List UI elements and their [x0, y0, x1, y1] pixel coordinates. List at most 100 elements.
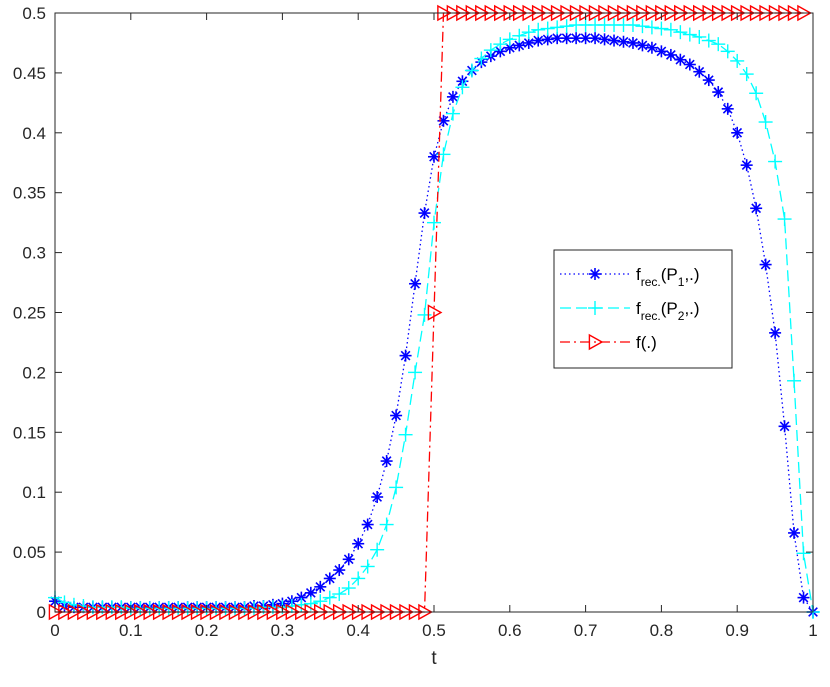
data-point [730, 53, 745, 68]
x-tick-label: 0.8 [650, 621, 674, 640]
data-point [674, 53, 687, 66]
data-point [455, 80, 470, 95]
x-tick-label: 0.6 [498, 621, 522, 640]
ticks-layer: 0 0.1 0.2 0.3 0.4 0.5 0.6 0.7 0.8 0.9 1 0 0.05 0.1 0.1… [13, 4, 818, 640]
data-point [333, 564, 346, 577]
data-point [380, 455, 393, 468]
data-point [588, 301, 602, 315]
legend-entry: f(.) [560, 333, 657, 352]
data-point [550, 20, 565, 35]
data-point [579, 32, 592, 45]
data-point [351, 571, 366, 586]
data-point [663, 22, 678, 37]
data-point [664, 48, 677, 61]
x-tick-label: 0.7 [574, 621, 598, 640]
x-tick-label: 0.4 [346, 621, 370, 640]
data-point [531, 22, 546, 37]
legend-label-sub2: 2 [678, 309, 685, 323]
legend-box [553, 249, 733, 369]
data-point [589, 268, 601, 280]
data-point [398, 427, 413, 442]
y-tick-label: 0.15 [13, 423, 46, 442]
data-point [617, 35, 630, 48]
x-tick-label: 0.9 [725, 621, 749, 640]
legend-label-main: f [636, 265, 641, 284]
legend-label-main: f(.) [636, 333, 657, 352]
data-point [57, 595, 72, 610]
y-tick-label: 0.45 [13, 64, 46, 83]
legend-label: frec.(P1,.) [636, 265, 700, 289]
y-tick-label: 0.5 [22, 4, 46, 23]
legend-entry: frec.(P1,.) [560, 265, 700, 289]
data-point [692, 29, 707, 44]
y-tick-label: 0.05 [13, 543, 46, 562]
data-point [644, 20, 659, 35]
data-point [777, 212, 792, 227]
data-point [797, 591, 810, 604]
data-point [474, 51, 489, 66]
legend-label-main: f [636, 299, 641, 318]
data-point [712, 86, 725, 99]
y-tick-label: 0.4 [22, 124, 46, 143]
data-point [750, 202, 763, 215]
data-point [370, 542, 385, 557]
data-point [493, 37, 508, 52]
data-point [635, 19, 650, 34]
data-point [654, 21, 669, 36]
data-point [645, 41, 658, 54]
data-point [341, 581, 356, 596]
data-point [502, 32, 517, 47]
data-point [342, 553, 355, 566]
data-point [313, 594, 328, 609]
data-point [437, 114, 450, 127]
legend-label-sub: rec. [641, 275, 661, 289]
y-tick-label: 0.1 [22, 483, 46, 502]
data-point [360, 559, 375, 574]
x-tick-label: 0 [50, 621, 59, 640]
data-point [721, 102, 734, 115]
legend-label-mid: (P [661, 265, 678, 284]
data-point [427, 215, 441, 230]
data-point [693, 65, 706, 78]
x-tick-label: 1 [808, 621, 817, 640]
legend-label-sub: rec. [641, 309, 661, 323]
data-point [749, 86, 764, 101]
data-point [589, 32, 602, 45]
y-tick-label: 0.25 [13, 304, 46, 323]
data-point [417, 307, 432, 322]
x-tick-label: 0.2 [195, 621, 219, 640]
data-point [521, 25, 536, 40]
data-point [673, 25, 688, 40]
data-point [323, 572, 336, 585]
data-point [352, 537, 365, 550]
data-point [409, 277, 422, 290]
data-point [626, 36, 639, 49]
data-point [314, 580, 327, 593]
data-point [464, 63, 479, 78]
data-point [598, 33, 611, 46]
data-point [427, 304, 443, 321]
data-point [731, 126, 744, 139]
legend-label-sub2: 1 [678, 275, 685, 289]
data-point [418, 207, 431, 220]
legend-label-end: ,.) [684, 265, 699, 284]
legend-label-end: ,.) [684, 299, 699, 318]
y-tick-label: 0.2 [22, 363, 46, 382]
data-point [655, 45, 668, 58]
series-2 [48, 17, 820, 619]
data-point [682, 27, 697, 42]
data-point [759, 258, 772, 271]
data-point [768, 154, 783, 169]
y-tick-label: 0 [37, 603, 46, 622]
x-axis-title: t [431, 648, 437, 669]
data-point [513, 39, 526, 52]
data-point [702, 74, 715, 87]
x-tick-label: 0.3 [271, 621, 295, 640]
data-point [332, 587, 347, 602]
legend-label: f(.) [636, 333, 657, 352]
y-tick-label: 0.3 [22, 244, 46, 263]
data-point [625, 17, 640, 32]
data-point [540, 21, 555, 36]
legend-entry: frec.(P2,.) [560, 299, 700, 323]
data-point [399, 349, 412, 362]
